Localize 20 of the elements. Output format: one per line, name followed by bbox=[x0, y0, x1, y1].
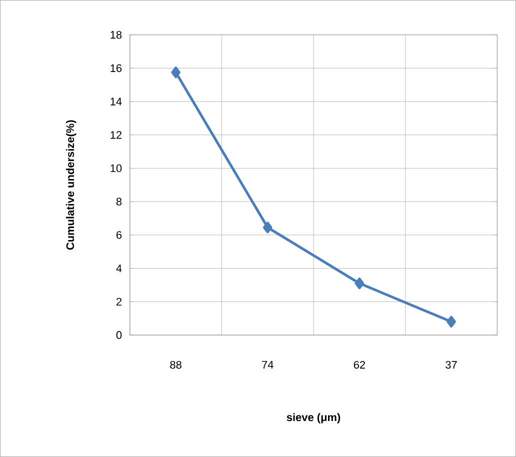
x-tick-label: 88 bbox=[170, 360, 182, 369]
point bbox=[262, 222, 272, 234]
y-tick-label: 0 bbox=[116, 331, 122, 339]
y-tick-label: 2 bbox=[116, 298, 122, 306]
point bbox=[446, 316, 456, 328]
y-tick-label: 4 bbox=[116, 264, 122, 272]
x-tick-label: 37 bbox=[446, 360, 457, 369]
point bbox=[354, 278, 364, 290]
x-tick-label: 74 bbox=[262, 360, 274, 368]
y-tick-label: 12 bbox=[110, 131, 122, 139]
y-tick-label: 16 bbox=[110, 64, 122, 72]
y-tick-label: 10 bbox=[110, 164, 122, 172]
y-tick-label: 14 bbox=[110, 98, 122, 106]
point bbox=[171, 66, 180, 78]
y-axis-title: Cumulative undersize(%) bbox=[66, 120, 76, 250]
y-tick-label: 6 bbox=[116, 231, 122, 239]
y-tick-label: 18 bbox=[110, 30, 122, 39]
x-axis-title: sieve (μm) bbox=[286, 413, 340, 424]
x-tick-label: 62 bbox=[354, 360, 366, 369]
y-tick-label: 8 bbox=[116, 198, 122, 206]
